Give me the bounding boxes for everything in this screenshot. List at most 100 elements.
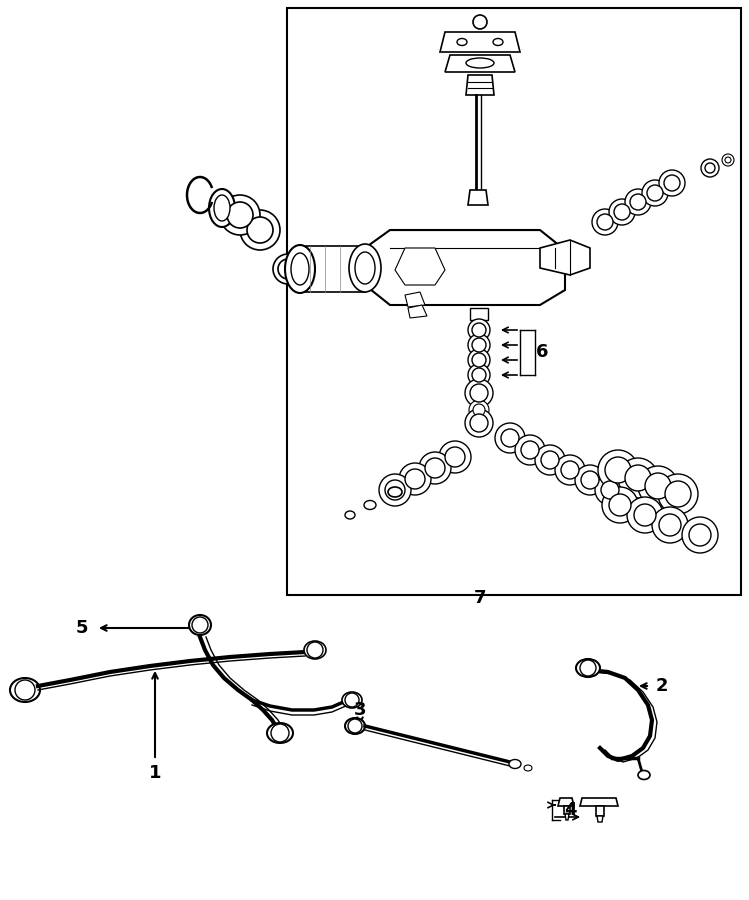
Ellipse shape bbox=[273, 254, 303, 284]
Polygon shape bbox=[408, 305, 427, 318]
Ellipse shape bbox=[10, 678, 40, 702]
Ellipse shape bbox=[345, 718, 365, 734]
Ellipse shape bbox=[189, 615, 211, 635]
Circle shape bbox=[580, 660, 596, 676]
Ellipse shape bbox=[495, 423, 525, 453]
Ellipse shape bbox=[469, 400, 489, 420]
Polygon shape bbox=[540, 240, 590, 275]
Ellipse shape bbox=[267, 723, 293, 743]
Ellipse shape bbox=[642, 180, 668, 206]
Ellipse shape bbox=[209, 189, 235, 227]
Ellipse shape bbox=[304, 641, 326, 659]
Ellipse shape bbox=[625, 189, 651, 215]
Circle shape bbox=[192, 617, 208, 633]
Polygon shape bbox=[597, 816, 603, 822]
Ellipse shape bbox=[439, 441, 471, 473]
Ellipse shape bbox=[472, 353, 486, 367]
Ellipse shape bbox=[521, 441, 539, 459]
Ellipse shape bbox=[647, 185, 663, 201]
Ellipse shape bbox=[597, 214, 613, 230]
Ellipse shape bbox=[468, 319, 490, 341]
Ellipse shape bbox=[240, 210, 280, 250]
Ellipse shape bbox=[465, 409, 493, 437]
Ellipse shape bbox=[466, 58, 494, 68]
Ellipse shape bbox=[638, 770, 650, 779]
Circle shape bbox=[348, 719, 362, 733]
Ellipse shape bbox=[665, 481, 691, 507]
Ellipse shape bbox=[465, 379, 493, 407]
Polygon shape bbox=[558, 798, 574, 806]
Polygon shape bbox=[565, 814, 569, 820]
Circle shape bbox=[345, 693, 359, 707]
Ellipse shape bbox=[388, 487, 402, 497]
Circle shape bbox=[307, 642, 323, 658]
Ellipse shape bbox=[701, 159, 719, 177]
Ellipse shape bbox=[247, 217, 273, 243]
Ellipse shape bbox=[419, 452, 451, 484]
Ellipse shape bbox=[472, 368, 486, 382]
Ellipse shape bbox=[379, 474, 411, 506]
Ellipse shape bbox=[605, 457, 631, 483]
Ellipse shape bbox=[645, 473, 671, 499]
Text: 4: 4 bbox=[564, 801, 576, 819]
Bar bbox=[470, 308, 488, 320]
Ellipse shape bbox=[630, 194, 646, 210]
Ellipse shape bbox=[682, 517, 718, 553]
Bar bbox=[564, 806, 570, 814]
Ellipse shape bbox=[618, 458, 658, 498]
Polygon shape bbox=[440, 32, 520, 52]
Ellipse shape bbox=[291, 253, 309, 285]
Ellipse shape bbox=[524, 765, 532, 771]
Text: 7: 7 bbox=[474, 589, 486, 607]
Ellipse shape bbox=[468, 349, 490, 371]
Polygon shape bbox=[365, 230, 565, 305]
Ellipse shape bbox=[652, 507, 688, 543]
Ellipse shape bbox=[576, 659, 600, 677]
Ellipse shape bbox=[214, 195, 230, 221]
Ellipse shape bbox=[349, 244, 381, 292]
Circle shape bbox=[473, 15, 487, 29]
Ellipse shape bbox=[227, 202, 253, 228]
Ellipse shape bbox=[285, 245, 315, 293]
Ellipse shape bbox=[501, 429, 519, 447]
Text: 2: 2 bbox=[656, 677, 669, 695]
Ellipse shape bbox=[659, 170, 685, 196]
Ellipse shape bbox=[535, 445, 565, 475]
Ellipse shape bbox=[638, 466, 678, 506]
Ellipse shape bbox=[601, 481, 619, 499]
Ellipse shape bbox=[278, 259, 298, 279]
Ellipse shape bbox=[342, 692, 362, 708]
Polygon shape bbox=[445, 55, 515, 72]
Ellipse shape bbox=[425, 458, 445, 478]
Ellipse shape bbox=[614, 204, 630, 220]
Ellipse shape bbox=[664, 175, 680, 191]
Ellipse shape bbox=[509, 760, 521, 769]
Ellipse shape bbox=[457, 39, 467, 46]
Ellipse shape bbox=[405, 469, 425, 489]
Bar bbox=[287, 8, 741, 595]
Ellipse shape bbox=[689, 524, 711, 546]
Circle shape bbox=[15, 680, 35, 700]
Polygon shape bbox=[468, 190, 488, 205]
Ellipse shape bbox=[595, 475, 625, 505]
Ellipse shape bbox=[705, 163, 715, 173]
Bar bbox=[300, 246, 365, 292]
Ellipse shape bbox=[598, 450, 638, 490]
Ellipse shape bbox=[473, 404, 485, 416]
Ellipse shape bbox=[470, 414, 488, 432]
Polygon shape bbox=[580, 798, 618, 806]
Ellipse shape bbox=[493, 39, 503, 46]
Ellipse shape bbox=[385, 480, 405, 500]
Ellipse shape bbox=[581, 471, 599, 489]
Text: 6: 6 bbox=[536, 343, 548, 361]
Text: 5: 5 bbox=[76, 619, 88, 637]
Polygon shape bbox=[395, 248, 445, 285]
Ellipse shape bbox=[575, 465, 605, 495]
Ellipse shape bbox=[722, 154, 734, 166]
Circle shape bbox=[271, 724, 289, 742]
Ellipse shape bbox=[659, 514, 681, 536]
Polygon shape bbox=[466, 75, 494, 95]
Text: 1: 1 bbox=[149, 764, 161, 782]
Ellipse shape bbox=[609, 199, 635, 225]
Ellipse shape bbox=[725, 157, 731, 163]
